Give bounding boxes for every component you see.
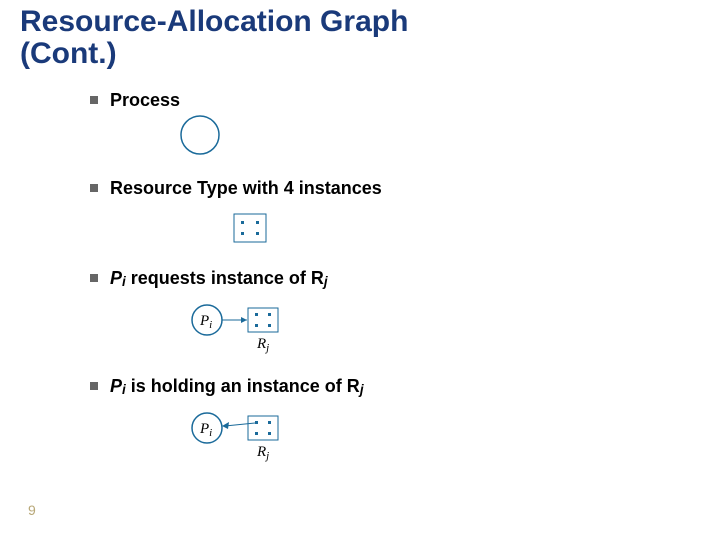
bullet-request: Pi requests instance of Rj [90, 268, 328, 289]
title-line-2: (Cont.) [20, 37, 117, 70]
b3-mid: requests instance of R [126, 268, 324, 288]
title-line-1: Resource-Allocation Graph [20, 5, 408, 38]
instance-dot-icon [255, 432, 258, 435]
instance-dot-icon [268, 324, 271, 327]
bullet-marker-icon [90, 96, 98, 104]
resource-box-icon [248, 416, 278, 440]
resource-box-icon [248, 308, 278, 332]
assignment-edge-icon [225, 423, 255, 426]
bullet-holding: Pi is holding an instance of Rj [90, 376, 364, 397]
instance-dot-icon [255, 313, 258, 316]
figure-request-edge: Pi Rj [185, 298, 335, 358]
slide-title: Resource-Allocation Graph (Cont.) [20, 6, 408, 69]
label-P: Pi [199, 313, 212, 331]
b3-P: P [110, 268, 122, 288]
label-P: Pi [199, 421, 212, 439]
b3-j: j [324, 274, 328, 289]
label-R: Rj [256, 444, 269, 462]
instance-dot-icon [241, 221, 244, 224]
instance-dot-icon [268, 313, 271, 316]
b4-mid: is holding an instance of R [126, 376, 360, 396]
slide-number: 9 [28, 502, 36, 518]
instance-dot-icon [256, 232, 259, 235]
bullet-marker-icon [90, 382, 98, 390]
label-R: Rj [256, 336, 269, 354]
bullet-resource-type: Resource Type with 4 instances [90, 178, 382, 199]
instance-dot-icon [255, 324, 258, 327]
b4-j: j [360, 382, 364, 397]
bullet-resource-text: Resource Type with 4 instances [110, 178, 382, 198]
bullet-marker-icon [90, 274, 98, 282]
b4-P: P [110, 376, 122, 396]
instance-dot-icon [268, 432, 271, 435]
instance-dot-icon [256, 221, 259, 224]
bullet-process: Process [90, 90, 180, 111]
arrowhead-icon [241, 317, 247, 323]
arrowhead-icon [222, 422, 229, 429]
instance-dot-icon [241, 232, 244, 235]
figure-resource-box [230, 210, 270, 246]
slide: Resource-Allocation Graph (Cont.) Proces… [0, 0, 720, 540]
process-node-icon [181, 116, 219, 154]
instance-dot-icon [255, 421, 258, 424]
bullet-marker-icon [90, 184, 98, 192]
bullet-process-text: Process [110, 90, 180, 110]
figure-assignment-edge: Pi Rj [185, 406, 335, 466]
instance-dot-icon [268, 421, 271, 424]
figure-process-circle [175, 112, 225, 162]
resource-box-icon [234, 214, 266, 242]
